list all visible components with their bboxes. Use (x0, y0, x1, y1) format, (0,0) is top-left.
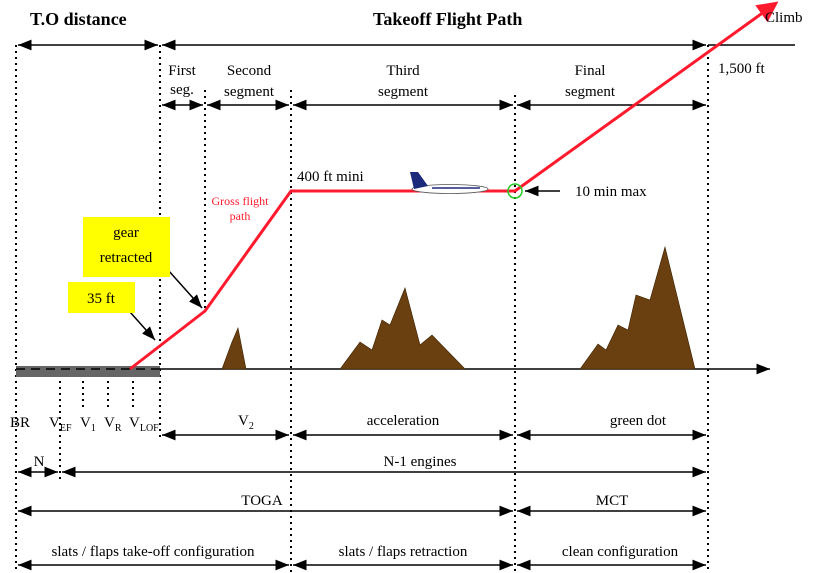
alt-400-label: 400 ft mini (297, 169, 364, 185)
gear-label: retracted (100, 250, 153, 266)
flight-path (129, 1, 779, 371)
first-seg-label: seg. (170, 82, 194, 98)
clean-config-label: clean configuration (562, 544, 679, 560)
mct-label: MCT (596, 493, 629, 509)
green-dot-marker (507, 183, 523, 199)
35ft-box (68, 282, 135, 313)
gross-path-label: path (230, 209, 251, 223)
vef-label: VEF (49, 415, 72, 434)
third-seg-label: Third (386, 63, 420, 79)
vlof-label: VLOF (129, 415, 159, 434)
final-seg-label: Final (575, 63, 606, 79)
final-seg-label: segment (565, 84, 616, 100)
green-dot-label: green dot (610, 413, 667, 429)
flight-path-title: Takeoff Flight Path (373, 9, 522, 29)
n1-engines-label: N-1 engines (384, 454, 457, 470)
v2-label: V2 (238, 413, 254, 432)
first-seg-label: First (168, 63, 196, 79)
second-seg-label: segment (224, 84, 275, 100)
takeoff-config-label: slats / flaps take-off configuration (52, 544, 255, 560)
v1-label: V1 (80, 415, 96, 434)
ten-min-label: 10 min max (575, 184, 647, 200)
climb-label: Climb (765, 10, 803, 26)
runway (16, 366, 160, 377)
toga-label: TOGA (241, 493, 283, 509)
terrain (221, 245, 696, 370)
n-engines-label: N (34, 454, 45, 470)
aircraft-icon (410, 172, 489, 194)
third-seg-label: segment (378, 84, 429, 100)
acceleration-label: acceleration (367, 413, 440, 429)
retraction-label: slats / flaps retraction (339, 544, 468, 560)
gross-path-label: Gross flight (212, 194, 270, 208)
alt-1500-label: 1,500 ft (718, 61, 765, 77)
vr-label: VR (104, 415, 122, 434)
br-label: BR (10, 415, 30, 431)
gear-label: gear (113, 225, 139, 241)
gear-retracted-box (83, 217, 170, 277)
second-seg-label: Second (227, 63, 272, 79)
35ft-label: 35 ft (87, 291, 116, 307)
to-distance-title: T.O distance (30, 9, 127, 29)
